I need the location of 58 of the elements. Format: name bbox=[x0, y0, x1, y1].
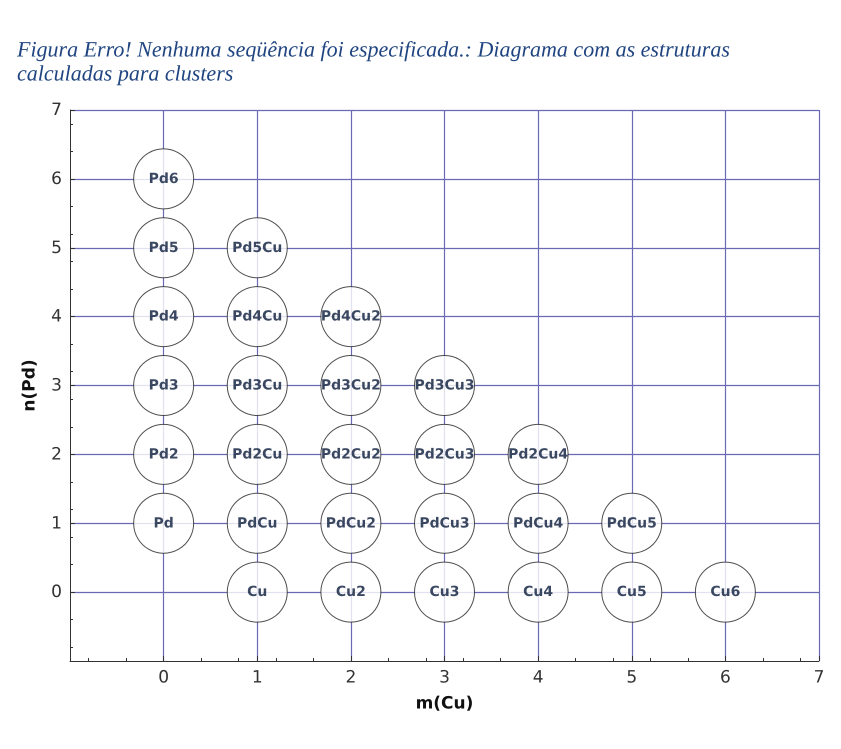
data-label: Pd5Cu bbox=[232, 240, 282, 256]
point bbox=[133, 217, 194, 278]
y-tick-label: 6 bbox=[51, 168, 62, 189]
data-label: Pd3Cu2 bbox=[320, 378, 381, 394]
x-axis-title: m(Cu) bbox=[416, 694, 474, 714]
data-label: Pd2Cu3 bbox=[414, 446, 475, 462]
data-label: PdCu3 bbox=[419, 515, 470, 532]
chart-title: Figura Erro! Nenhuma seqüência foi especificada.: Diagrama com as estruturas calculadas para clusters bbox=[16, 36, 736, 86]
x-tick-label: 1 bbox=[252, 668, 263, 688]
y-tick-label: 5 bbox=[51, 238, 62, 258]
y-tick-label: 2 bbox=[51, 444, 62, 464]
data-label: Cu3 bbox=[430, 584, 460, 600]
data-label: PdCu2 bbox=[326, 515, 376, 532]
point bbox=[133, 286, 194, 348]
data-label: Pd5 bbox=[148, 240, 179, 256]
data-label: Cu5 bbox=[616, 584, 647, 600]
point bbox=[320, 562, 382, 623]
point bbox=[133, 148, 194, 210]
data-label: Pd bbox=[153, 515, 174, 532]
data-label: Pd4Cu bbox=[232, 308, 282, 325]
data-label: PdCu5 bbox=[606, 515, 657, 532]
point bbox=[133, 355, 194, 416]
y-tick-label: 1 bbox=[51, 513, 62, 534]
data-label: Cu2 bbox=[336, 584, 366, 600]
x-tick-label: 6 bbox=[720, 668, 731, 688]
y-tick-label: 3 bbox=[51, 376, 62, 396]
x-tick-label: 3 bbox=[439, 668, 450, 688]
point bbox=[133, 424, 194, 485]
point bbox=[226, 562, 288, 623]
data-label: Cu4 bbox=[523, 584, 554, 600]
y-tick-label: 7 bbox=[51, 100, 62, 120]
x-tick-label: 5 bbox=[626, 668, 638, 688]
data-label: Cu bbox=[247, 584, 268, 600]
data-label: Pd2Cu4 bbox=[508, 446, 568, 462]
y-axis-title: n(Pd) bbox=[20, 359, 40, 412]
data-label: PdCu4 bbox=[512, 515, 564, 532]
data-label: Cu6 bbox=[710, 584, 740, 600]
data-label: Pd4 bbox=[148, 308, 179, 325]
x-tick-label: 2 bbox=[345, 668, 356, 688]
data-label: Pd3Cu3 bbox=[414, 378, 475, 394]
point bbox=[694, 562, 756, 623]
y-tick-label: 4 bbox=[51, 306, 62, 327]
data-label: Pd2 bbox=[148, 446, 179, 462]
data-label: Pd4Cu2 bbox=[320, 308, 381, 325]
point bbox=[133, 492, 194, 554]
point bbox=[601, 562, 662, 623]
data-label: Pd6 bbox=[148, 170, 179, 187]
data-label: Pd3Cu bbox=[232, 378, 282, 394]
point bbox=[414, 562, 475, 623]
point bbox=[508, 562, 569, 623]
x-tick-label: 0 bbox=[158, 668, 170, 688]
y-tick-label: 0 bbox=[51, 582, 62, 602]
x-tick-label: 4 bbox=[532, 668, 544, 688]
data-label: PdCu bbox=[236, 515, 278, 532]
data-label: Pd3 bbox=[148, 378, 179, 394]
x-tick-label: 7 bbox=[814, 668, 824, 688]
data-label: Pd2Cu bbox=[232, 446, 282, 462]
data-label: Pd2Cu2 bbox=[320, 446, 381, 462]
